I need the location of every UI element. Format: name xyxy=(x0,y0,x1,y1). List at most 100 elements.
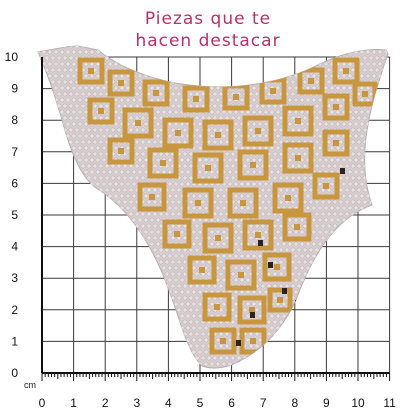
crystal-stone xyxy=(254,355,260,361)
crystal-stone xyxy=(317,241,323,247)
crystal-stone xyxy=(266,343,272,349)
gold-bead-square xyxy=(332,57,360,85)
crystal-stone xyxy=(372,38,376,42)
crystal-stone xyxy=(332,283,338,289)
crystal-stone xyxy=(278,151,284,157)
crystal-stone xyxy=(33,152,37,156)
crystal-stone xyxy=(128,46,134,49)
crystal-stone xyxy=(143,289,149,295)
crystal-stone xyxy=(167,181,173,187)
caption-line-1: Piezas que te xyxy=(144,9,272,29)
crystal-stone xyxy=(356,199,362,205)
crystal-stone xyxy=(197,49,203,55)
crystal-stone xyxy=(68,91,74,97)
crystal-stone xyxy=(257,253,263,259)
crystal-stone xyxy=(74,175,80,181)
crystal-stone xyxy=(290,283,296,289)
crystal-stone xyxy=(86,175,92,181)
crystal-stone xyxy=(347,253,353,259)
crystal-stone xyxy=(92,319,98,325)
crystal-stone xyxy=(122,175,128,181)
crystal-stone xyxy=(155,157,161,163)
crystal-stone xyxy=(386,115,388,121)
crystal-stone xyxy=(329,145,335,151)
crystal-stone xyxy=(338,283,344,289)
crystal-stone xyxy=(30,350,34,354)
gold-bead-square xyxy=(237,295,267,325)
crystal-stone xyxy=(74,91,80,97)
crystal-stone xyxy=(170,355,176,361)
crystal-stone xyxy=(362,259,368,265)
crystal-stone xyxy=(173,361,179,367)
crystal-stone xyxy=(38,217,41,223)
crystal-stone xyxy=(399,140,403,144)
crystal-stone xyxy=(62,367,68,369)
crystal-stone xyxy=(62,295,68,301)
crystal-stone xyxy=(215,337,221,343)
crystal-stone xyxy=(350,319,356,325)
crystal-stone xyxy=(176,211,182,217)
crystal-stone xyxy=(84,38,88,42)
crystal-stone xyxy=(65,229,71,235)
crystal-stone xyxy=(128,235,134,241)
crystal-stone xyxy=(125,289,131,295)
crystal-stone xyxy=(335,49,341,55)
crystal-stone xyxy=(74,331,80,337)
crystal-stone xyxy=(158,247,164,253)
crystal-stone xyxy=(386,295,388,301)
crystal-stone xyxy=(299,361,305,367)
crystal-stone xyxy=(143,301,149,307)
crystal-stone xyxy=(347,49,353,55)
crystal-stone xyxy=(347,205,353,211)
crystal-stone xyxy=(113,241,119,247)
crystal-stone xyxy=(30,374,34,378)
crystal-stone xyxy=(383,133,388,139)
crystal-stone xyxy=(174,38,178,42)
crystal-stone xyxy=(374,223,380,229)
crystal-stone xyxy=(152,163,158,169)
crystal-stone xyxy=(218,355,224,361)
crystal-stone xyxy=(68,139,74,145)
crystal-stone xyxy=(33,68,37,72)
crystal-stone xyxy=(38,277,41,283)
gold-bead-center xyxy=(174,231,180,237)
crystal-stone xyxy=(326,259,332,265)
crystal-stone xyxy=(77,157,83,163)
crystal-stone xyxy=(98,223,104,229)
crystal-stone xyxy=(47,241,53,247)
crystal-stone xyxy=(251,301,257,307)
crystal-stone xyxy=(248,367,254,369)
crystal-stone xyxy=(158,259,164,265)
crystal-stone xyxy=(77,205,83,211)
crystal-stone xyxy=(33,260,37,264)
crystal-stone xyxy=(68,67,74,73)
crystal-stone xyxy=(30,122,34,126)
crystal-stone xyxy=(33,248,37,252)
crystal-stone xyxy=(275,169,281,175)
crystal-stone xyxy=(137,253,143,259)
crystal-stone xyxy=(314,46,320,49)
crystal-stone xyxy=(176,283,182,289)
crystal-stone xyxy=(245,193,251,199)
crystal-stone xyxy=(344,163,350,169)
crystal-stone xyxy=(269,157,275,163)
crystal-stone xyxy=(137,169,143,175)
crystal-stone xyxy=(386,259,388,265)
crystal-stone xyxy=(203,205,209,211)
crystal-stone xyxy=(368,139,374,145)
crystal-stone xyxy=(59,289,65,295)
crystal-stone xyxy=(143,121,149,127)
crystal-stone xyxy=(257,169,263,175)
crystal-stone xyxy=(191,193,197,199)
crystal-stone xyxy=(302,355,308,361)
crystal-stone xyxy=(92,103,98,109)
crystal-stone xyxy=(179,169,185,175)
crystal-stone xyxy=(30,302,34,306)
crystal-stone xyxy=(62,151,68,157)
crystal-stone xyxy=(173,349,179,355)
crystal-stone xyxy=(383,289,388,295)
crystal-stone xyxy=(257,145,263,151)
crystal-stone xyxy=(155,133,161,139)
crystal-stone xyxy=(320,163,326,169)
crystal-stone xyxy=(371,217,377,223)
